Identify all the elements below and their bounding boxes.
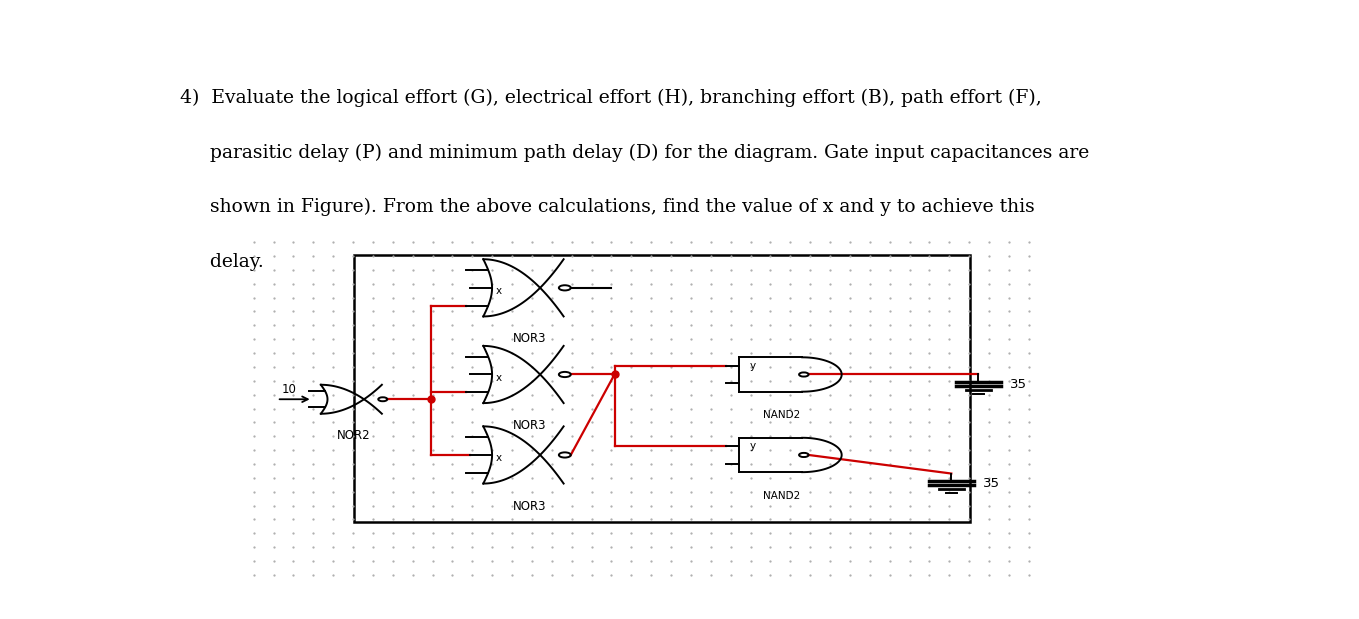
- Text: NOR3: NOR3: [514, 419, 546, 432]
- Text: 10: 10: [281, 383, 296, 396]
- Text: NOR3: NOR3: [514, 500, 546, 513]
- Text: x: x: [496, 287, 503, 297]
- Text: parasitic delay (P) and minimum path delay (D) for the diagram. Gate input capac: parasitic delay (P) and minimum path del…: [181, 144, 1090, 162]
- Text: NAND2: NAND2: [762, 410, 800, 420]
- Text: delay.: delay.: [181, 253, 264, 271]
- Text: y: y: [750, 361, 756, 371]
- Text: x: x: [496, 373, 503, 383]
- Bar: [355, 256, 970, 522]
- Text: x: x: [496, 454, 503, 464]
- Text: NAND2: NAND2: [762, 491, 800, 501]
- Text: NOR2: NOR2: [337, 429, 370, 442]
- Text: shown in Figure). From the above calculations, find the value of x and y to achi: shown in Figure). From the above calcula…: [181, 198, 1036, 217]
- Text: 35: 35: [1010, 378, 1027, 391]
- Text: NOR3: NOR3: [514, 332, 546, 345]
- Text: 4)  Evaluate the logical effort (G), electrical effort (H), branching effort (B): 4) Evaluate the logical effort (G), elec…: [181, 89, 1042, 107]
- Text: y: y: [750, 441, 756, 451]
- Text: 35: 35: [983, 477, 1000, 490]
